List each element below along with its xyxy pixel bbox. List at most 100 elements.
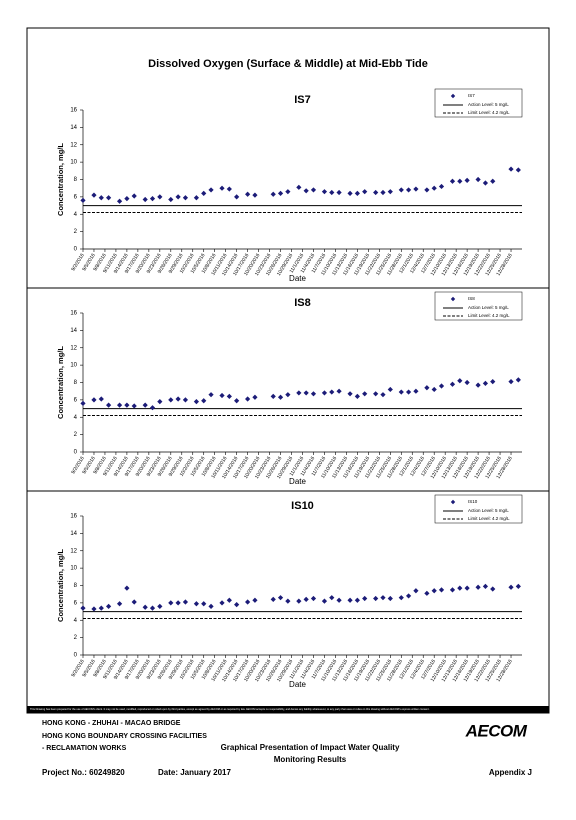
legend-label: IS8 xyxy=(468,296,475,301)
y-tick-label: 6 xyxy=(74,194,78,200)
y-tick-label: 14 xyxy=(70,125,77,131)
data-point xyxy=(80,400,86,406)
data-point xyxy=(336,388,342,394)
data-point xyxy=(310,187,317,193)
data-point xyxy=(277,394,284,400)
data-point xyxy=(413,388,419,394)
data-point xyxy=(182,195,189,201)
data-point xyxy=(464,379,470,386)
appendix: Appendix J xyxy=(489,768,532,777)
data-point xyxy=(142,196,148,203)
data-point xyxy=(380,595,386,601)
y-axis-label: Concentration, mg/L xyxy=(56,143,65,216)
data-point xyxy=(226,186,232,192)
y-tick-label: 12 xyxy=(70,548,77,554)
x-axis-label: Date xyxy=(289,274,306,283)
data-point xyxy=(347,190,353,196)
data-point xyxy=(234,398,240,404)
y-tick-label: 4 xyxy=(74,415,78,421)
data-point xyxy=(387,189,393,195)
data-point xyxy=(245,599,251,605)
y-tick-label: 0 xyxy=(74,247,78,253)
data-point xyxy=(424,187,430,193)
data-point xyxy=(362,595,368,602)
data-point xyxy=(490,178,496,184)
y-tick-label: 12 xyxy=(70,345,77,351)
data-point xyxy=(449,381,456,387)
y-tick-label: 10 xyxy=(70,160,77,166)
data-point xyxy=(336,189,342,196)
data-point xyxy=(91,606,97,612)
data-point xyxy=(201,190,207,196)
data-point xyxy=(106,195,112,201)
project-no: Project No.: 60249820 xyxy=(42,768,125,777)
data-point xyxy=(508,166,514,172)
data-point xyxy=(329,595,335,601)
data-point xyxy=(387,386,393,393)
data-point xyxy=(405,389,412,395)
y-tick-label: 10 xyxy=(70,566,77,572)
data-point xyxy=(157,603,163,609)
data-point xyxy=(413,588,419,594)
data-point xyxy=(270,393,276,399)
disclaimer-bar xyxy=(27,706,549,713)
data-point xyxy=(80,605,86,611)
data-point xyxy=(431,185,437,191)
data-point xyxy=(98,396,104,402)
data-point xyxy=(252,192,258,198)
data-point xyxy=(98,195,104,201)
data-point xyxy=(329,389,335,395)
data-point xyxy=(193,601,200,607)
y-tick-label: 2 xyxy=(74,635,78,641)
data-point xyxy=(149,605,156,611)
legend-box xyxy=(434,291,523,321)
y-tick-label: 4 xyxy=(74,618,78,624)
data-point xyxy=(438,587,445,593)
data-point xyxy=(208,603,214,609)
data-point xyxy=(252,597,258,603)
data-point xyxy=(252,394,258,400)
legend-label: Limit Level: 4.2 mg/L xyxy=(468,313,510,318)
data-point xyxy=(380,189,386,196)
data-point xyxy=(457,178,463,184)
data-point xyxy=(296,390,302,396)
data-point xyxy=(457,378,463,384)
data-point xyxy=(182,397,189,403)
y-tick-label: 4 xyxy=(74,212,78,218)
project-line: - RECLAMATION WORKS xyxy=(42,745,127,752)
data-point xyxy=(373,189,379,196)
data-point xyxy=(310,595,317,602)
data-point xyxy=(475,584,481,590)
data-point xyxy=(116,402,123,408)
y-tick-label: 2 xyxy=(74,432,78,438)
y-tick-label: 16 xyxy=(70,311,77,317)
project-line: HONG KONG - ZHUHAI - MACAO BRIDGE xyxy=(42,720,181,727)
data-point xyxy=(157,194,163,200)
logo: AECOM xyxy=(465,721,528,740)
data-point xyxy=(277,190,284,196)
data-point xyxy=(303,390,309,396)
data-point xyxy=(219,600,225,606)
data-point xyxy=(142,604,148,610)
data-point xyxy=(106,402,112,408)
data-point xyxy=(482,583,489,589)
data-point xyxy=(124,585,130,591)
data-point xyxy=(285,598,291,604)
data-point xyxy=(354,393,360,399)
data-point xyxy=(234,194,240,200)
data-point xyxy=(373,391,379,397)
data-point xyxy=(168,600,174,606)
report-date: Date: January 2017 xyxy=(158,768,231,777)
data-point xyxy=(201,601,207,607)
legend-label: Action Level: 5 mg/L xyxy=(468,305,509,310)
data-point xyxy=(219,185,225,191)
data-point xyxy=(277,595,284,601)
data-point xyxy=(208,187,214,193)
legend-marker xyxy=(450,93,456,99)
data-point xyxy=(329,189,335,196)
data-point xyxy=(398,595,404,601)
data-point xyxy=(431,386,437,393)
data-point xyxy=(398,389,404,395)
data-point xyxy=(131,599,137,605)
